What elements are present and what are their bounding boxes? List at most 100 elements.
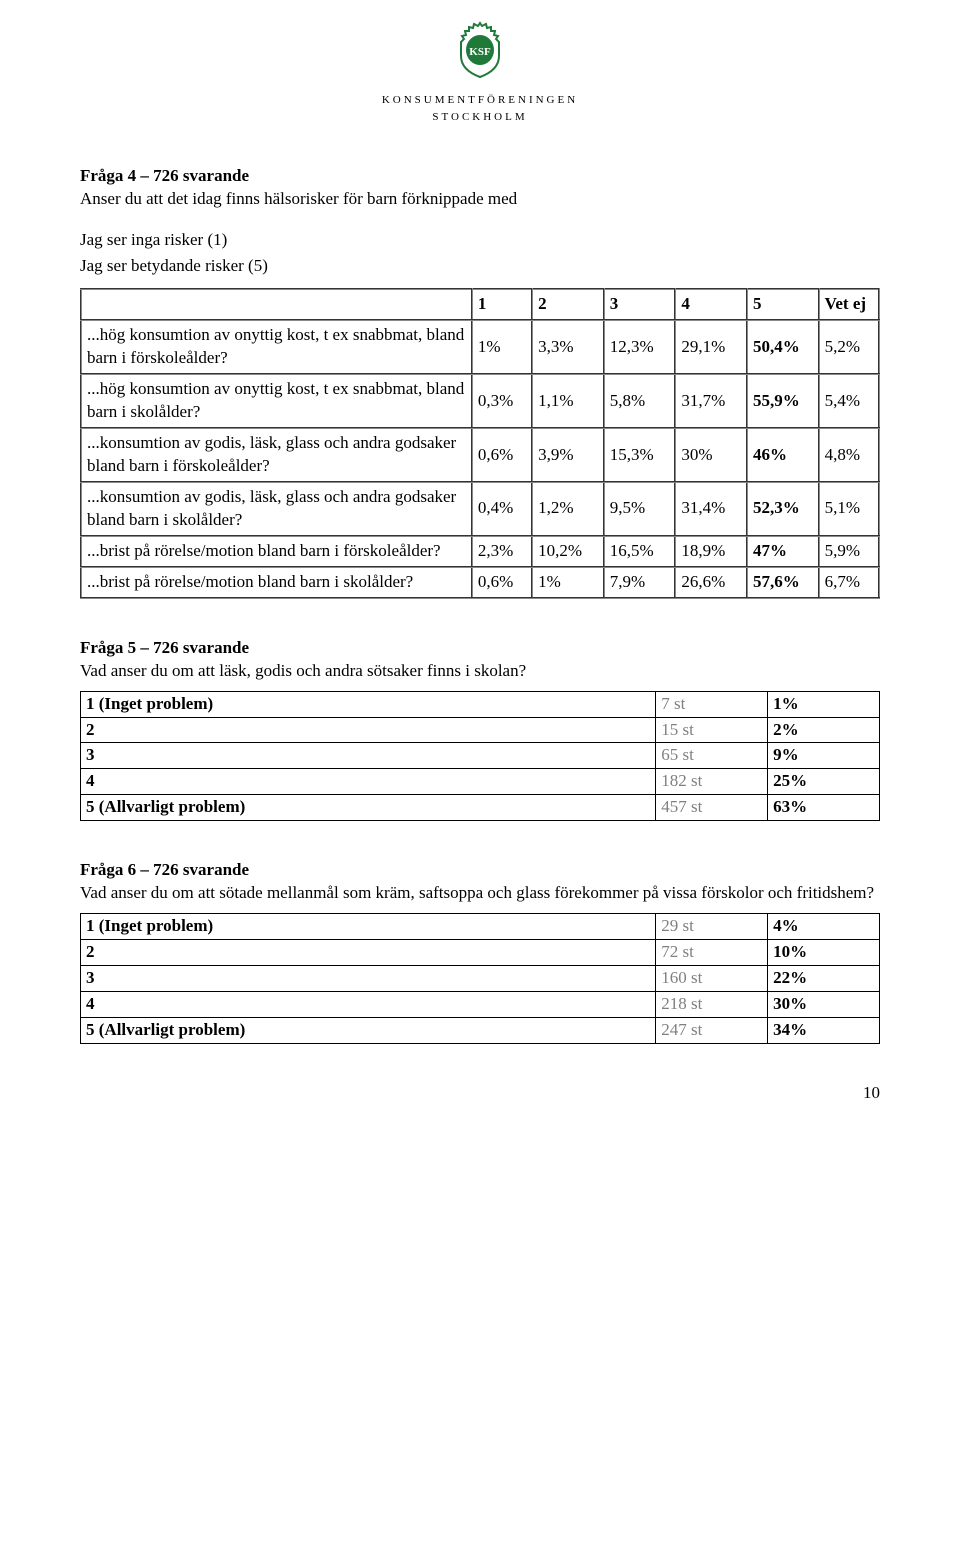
q4-row-label: ...hög konsumtion av onyttig kost, t ex …	[81, 374, 472, 428]
option-label: 3	[81, 966, 656, 992]
option-percent: 4%	[768, 914, 880, 940]
page-number: 10	[80, 1082, 880, 1105]
q4-cell: 47%	[747, 536, 819, 567]
q4-cell: 5,2%	[819, 320, 879, 374]
q4-cell: 31,7%	[675, 374, 747, 428]
q4-scale-low: Jag ser inga risker (1)	[80, 229, 880, 252]
table-row: 272 st10%	[81, 940, 880, 966]
table-row: 3160 st22%	[81, 966, 880, 992]
option-label: 3	[81, 743, 656, 769]
table-row: ...konsumtion av godis, läsk, glass och …	[81, 482, 879, 536]
table-row: ...hög konsumtion av onyttig kost, t ex …	[81, 374, 879, 428]
table-row: 4218 st30%	[81, 991, 880, 1017]
table-row: 1 (Inget problem)29 st4%	[81, 914, 880, 940]
question-5: Fråga 5 – 726 svarande Vad anser du om a…	[80, 637, 880, 822]
q4-cell: 15,3%	[604, 428, 676, 482]
q4-cell: 6,7%	[819, 567, 879, 598]
option-percent: 9%	[768, 743, 880, 769]
q4-row-label: ...konsumtion av godis, läsk, glass och …	[81, 482, 472, 536]
table-row: ...brist på rörelse/motion bland barn i …	[81, 567, 879, 598]
table-row: 5 (Allvarligt problem)457 st63%	[81, 795, 880, 821]
option-label: 5 (Allvarligt problem)	[81, 795, 656, 821]
q4-cell: 1,1%	[532, 374, 604, 428]
question-6: Fråga 6 – 726 svarande Vad anser du om a…	[80, 859, 880, 1044]
option-count: 218 st	[656, 991, 768, 1017]
table-row: 4182 st25%	[81, 769, 880, 795]
q4-cell: 0,3%	[472, 374, 532, 428]
q4-cell: 3,9%	[532, 428, 604, 482]
q4-title: Fråga 4 – 726 svarande	[80, 165, 880, 188]
option-label: 2	[81, 717, 656, 743]
table-row: 215 st2%	[81, 717, 880, 743]
q4-cell: 9,5%	[604, 482, 676, 536]
option-count: 160 st	[656, 966, 768, 992]
q5-text: Vad anser du om att läsk, godis och andr…	[80, 660, 880, 683]
q4-table: 1 2 3 4 5 Vet ej ...hög konsumtion av on…	[80, 288, 880, 598]
option-percent: 34%	[768, 1017, 880, 1043]
table-row: ...brist på rörelse/motion bland barn i …	[81, 536, 879, 567]
q4-cell: 5,8%	[604, 374, 676, 428]
option-count: 29 st	[656, 914, 768, 940]
q6-text: Vad anser du om att sötade mellanmål som…	[80, 882, 880, 905]
q4-cell: 2,3%	[472, 536, 532, 567]
q4-cell: 52,3%	[747, 482, 819, 536]
q4-cell: 0,4%	[472, 482, 532, 536]
q4-header-1: 1	[472, 289, 532, 320]
q4-cell: 31,4%	[675, 482, 747, 536]
option-count: 15 st	[656, 717, 768, 743]
ksf-shield-icon: KSF	[450, 20, 510, 80]
option-percent: 22%	[768, 966, 880, 992]
q4-header-row: 1 2 3 4 5 Vet ej	[81, 289, 879, 320]
option-label: 2	[81, 940, 656, 966]
q4-cell: 0,6%	[472, 567, 532, 598]
table-row: 1 (Inget problem)7 st1%	[81, 691, 880, 717]
option-percent: 30%	[768, 991, 880, 1017]
q4-cell: 16,5%	[604, 536, 676, 567]
q4-cell: 55,9%	[747, 374, 819, 428]
option-percent: 1%	[768, 691, 880, 717]
q4-cell: 1%	[532, 567, 604, 598]
q4-row-label: ...hög konsumtion av onyttig kost, t ex …	[81, 320, 472, 374]
option-count: 72 st	[656, 940, 768, 966]
option-count: 65 st	[656, 743, 768, 769]
q4-header-blank	[81, 289, 472, 320]
q4-scale-high: Jag ser betydande risker (5)	[80, 255, 880, 278]
option-count: 457 st	[656, 795, 768, 821]
q4-row-label: ...brist på rörelse/motion bland barn i …	[81, 567, 472, 598]
q4-row-label: ...konsumtion av godis, läsk, glass och …	[81, 428, 472, 482]
q4-cell: 26,6%	[675, 567, 747, 598]
q4-header-3: 3	[604, 289, 676, 320]
q4-cell: 30%	[675, 428, 747, 482]
logo-block: KSF KONSUMENTFÖRENINGEN STOCKHOLM	[80, 20, 880, 125]
option-percent: 2%	[768, 717, 880, 743]
q4-cell: 5,1%	[819, 482, 879, 536]
q4-cell: 1,2%	[532, 482, 604, 536]
question-4: Fråga 4 – 726 svarande Anser du att det …	[80, 165, 880, 599]
table-row: 5 (Allvarligt problem)247 st34%	[81, 1017, 880, 1043]
q4-row-label: ...brist på rörelse/motion bland barn i …	[81, 536, 472, 567]
q4-cell: 3,3%	[532, 320, 604, 374]
option-count: 182 st	[656, 769, 768, 795]
table-row: ...hög konsumtion av onyttig kost, t ex …	[81, 320, 879, 374]
q4-cell: 18,9%	[675, 536, 747, 567]
q4-cell: 7,9%	[604, 567, 676, 598]
q4-cell: 12,3%	[604, 320, 676, 374]
q4-cell: 1%	[472, 320, 532, 374]
option-count: 247 st	[656, 1017, 768, 1043]
q6-table: 1 (Inget problem)29 st4%272 st10%3160 st…	[80, 913, 880, 1044]
q4-header-5: 5	[747, 289, 819, 320]
q4-header-2: 2	[532, 289, 604, 320]
q4-header-vetej: Vet ej	[819, 289, 879, 320]
option-label: 4	[81, 769, 656, 795]
option-label: 1 (Inget problem)	[81, 914, 656, 940]
option-percent: 10%	[768, 940, 880, 966]
option-percent: 25%	[768, 769, 880, 795]
q4-cell: 46%	[747, 428, 819, 482]
q4-header-4: 4	[675, 289, 747, 320]
option-label: 4	[81, 991, 656, 1017]
q5-title: Fråga 5 – 726 svarande	[80, 637, 880, 660]
logo-city-text: STOCKHOLM	[80, 110, 880, 125]
q4-cell: 5,9%	[819, 536, 879, 567]
q4-cell: 29,1%	[675, 320, 747, 374]
q4-text: Anser du att det idag finns hälsorisker …	[80, 188, 880, 211]
